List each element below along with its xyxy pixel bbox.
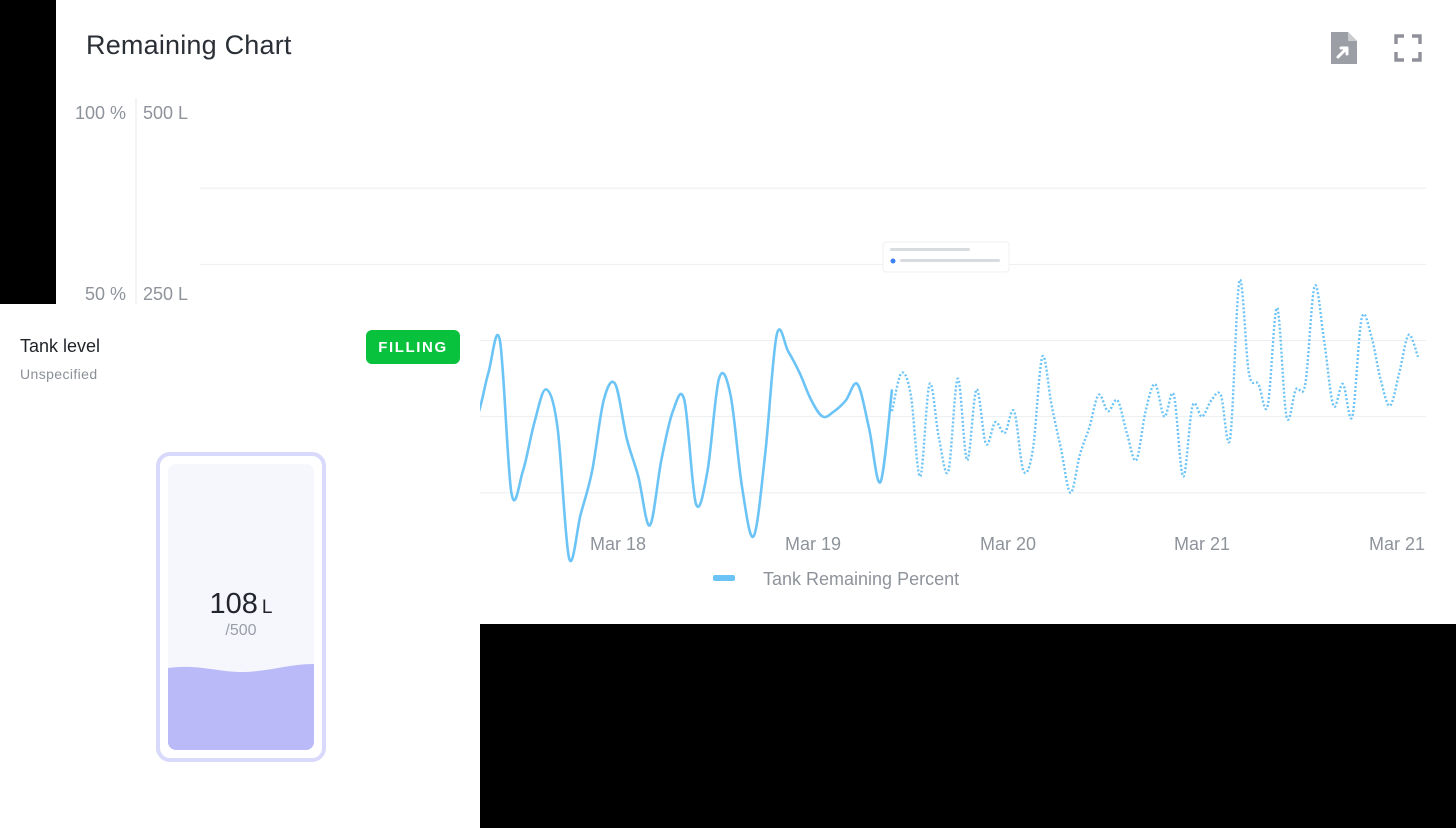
x-tick-label: Mar 20 xyxy=(980,534,1036,554)
tank-value-number: 108 xyxy=(209,588,258,620)
tank-inner: 108 L /500 xyxy=(168,464,314,750)
tank-value-unit: L xyxy=(261,597,273,618)
y-tick-right: 250 L xyxy=(143,284,188,304)
y-tick-left: 50 % xyxy=(85,284,126,304)
tank-value: 108 L xyxy=(168,588,314,621)
tank-liquid xyxy=(168,664,314,750)
tank-level-card: Tank level Unspecified FILLING 108 L /500 xyxy=(0,304,480,828)
tank-gauge: 108 L /500 xyxy=(156,452,326,762)
x-tick-label: Mar 21 xyxy=(1369,534,1425,554)
chart-title: Remaining Chart xyxy=(86,30,292,60)
y-tick-right: 500 L xyxy=(143,103,188,123)
tank-fill xyxy=(168,664,314,750)
y-tick-left: 100 % xyxy=(75,103,126,123)
status-badge: FILLING xyxy=(366,330,460,364)
tank-subtitle: Unspecified xyxy=(20,366,98,382)
x-tick-label: Mar 21 xyxy=(1174,534,1230,554)
fullscreen-icon[interactable] xyxy=(1390,30,1426,66)
tank-max: /500 xyxy=(225,622,257,639)
chart-tooltip xyxy=(882,241,1010,273)
x-tick-label: Mar 18 xyxy=(590,534,646,554)
legend-label[interactable]: Tank Remaining Percent xyxy=(763,569,959,589)
legend-swatch xyxy=(713,575,735,581)
tank-title: Tank level xyxy=(20,336,101,356)
series-line-forecast xyxy=(890,278,1420,495)
x-tick-label: Mar 19 xyxy=(785,534,841,554)
file-export-icon[interactable] xyxy=(1326,30,1362,66)
